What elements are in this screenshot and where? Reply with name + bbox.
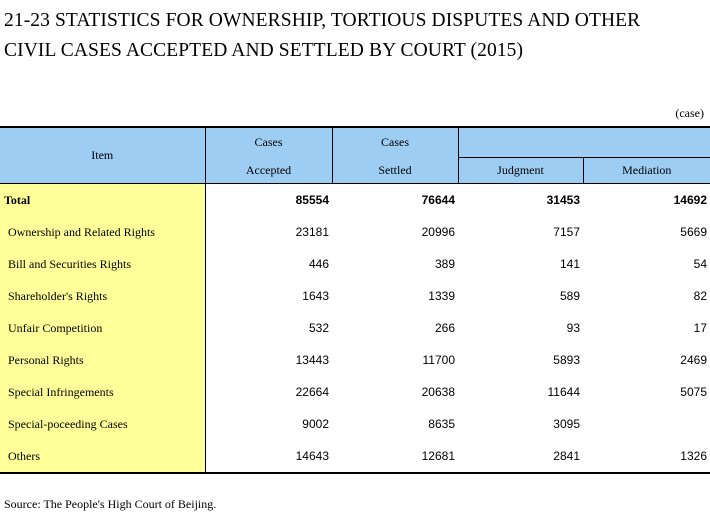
- judgment-value: 31453: [546, 193, 580, 207]
- judgment-value: 5893: [553, 353, 580, 367]
- mediation-value: 17: [693, 321, 707, 335]
- table-row: Ownership and Related Rights 23181 20996…: [0, 216, 710, 248]
- header-settled-bottom: Settled: [332, 157, 459, 184]
- settled-value: 1339: [428, 289, 455, 303]
- accepted-value: 13443: [295, 353, 329, 367]
- table-row: Others 14643 12681 2841 1326: [0, 440, 710, 474]
- table-row: Personal Rights 13443 11700 5893 2469: [0, 344, 710, 376]
- row-label: Unfair Competition: [0, 312, 206, 344]
- title-line-1: 21-23 STATISTICS FOR OWNERSHIP, TORTIOUS…: [4, 10, 641, 31]
- judgment-value: 93: [566, 321, 580, 335]
- settled-value: 20996: [421, 225, 455, 239]
- settled-value: 266: [434, 321, 455, 335]
- header-item: Item: [0, 127, 206, 184]
- accepted-value: 14643: [205, 440, 332, 474]
- accepted-value: 23181: [295, 225, 329, 239]
- mediation-value: 5075: [680, 385, 707, 399]
- header-blank: [458, 127, 710, 158]
- statistics-table: Item Cases Cases Accepted Settled Judgme…: [0, 126, 710, 474]
- row-label: Special Infringements: [0, 376, 206, 408]
- table-row: Special-poceeding Cases 9002 8635 3095: [0, 408, 710, 440]
- header-settled-top: Cases: [332, 127, 459, 158]
- mediation-value: 54: [693, 257, 707, 271]
- table-row: Shareholder's Rights 1643 1339 589 82: [0, 280, 710, 312]
- row-label: Special-poceeding Cases: [0, 408, 206, 440]
- settled-value: 20638: [421, 385, 455, 399]
- settled-value: 12681: [332, 440, 458, 474]
- header-mediation: Mediation: [583, 157, 710, 184]
- judgment-value: 589: [559, 289, 580, 303]
- accepted-value: 85554: [295, 193, 329, 207]
- settled-value: 8635: [428, 417, 455, 431]
- mediation-value: [583, 408, 710, 440]
- header-judgment: Judgment: [458, 157, 584, 184]
- judgment-value: 7157: [553, 225, 580, 239]
- settled-value: 11700: [422, 353, 455, 367]
- header-accepted-top: Cases: [205, 127, 333, 158]
- table-row: Bill and Securities Rights 446 389 141 5…: [0, 248, 710, 280]
- accepted-value: 9002: [302, 417, 329, 431]
- mediation-value: 5669: [680, 225, 707, 239]
- table-row-total: Total 85554 76644 31453 14692: [0, 183, 710, 216]
- title-line-2: CIVIL CASES ACCEPTED AND SETTLED BY COUR…: [4, 40, 524, 61]
- header-accepted-bottom: Accepted: [205, 157, 333, 184]
- row-label: Shareholder's Rights: [0, 280, 206, 312]
- table-title: 21-23 STATISTICS FOR OWNERSHIP, TORTIOUS…: [4, 6, 704, 66]
- table-row: Unfair Competition 532 266 93 17: [0, 312, 710, 344]
- mediation-value: 1326: [583, 440, 710, 474]
- table-body: Total 85554 76644 31453 14692 Ownership …: [0, 183, 710, 474]
- row-label: Ownership and Related Rights: [0, 216, 206, 248]
- judgment-value: 2841: [458, 440, 583, 474]
- source-note: Source: The People's High Court of Beiji…: [4, 497, 217, 511]
- accepted-value: 1643: [302, 289, 329, 303]
- table-row: Special Infringements 22664 20638 11644 …: [0, 376, 710, 408]
- row-label: Total: [0, 183, 206, 216]
- row-label: Bill and Securities Rights: [0, 248, 206, 280]
- judgment-value: 3095: [553, 417, 580, 431]
- row-label: Others: [0, 440, 206, 474]
- mediation-value: 14692: [673, 193, 707, 207]
- mediation-value: 2469: [680, 353, 707, 367]
- accepted-value: 446: [308, 257, 329, 271]
- settled-value: 76644: [421, 193, 455, 207]
- judgment-value: 11644: [547, 385, 580, 399]
- judgment-value: 141: [559, 257, 580, 271]
- accepted-value: 532: [308, 321, 329, 335]
- settled-value: 389: [434, 257, 455, 271]
- table-header: Item Cases Cases Accepted Settled Judgme…: [0, 127, 710, 184]
- row-label: Personal Rights: [0, 344, 206, 376]
- mediation-value: 82: [693, 289, 707, 303]
- unit-label: (case): [675, 106, 704, 120]
- accepted-value: 22664: [295, 385, 329, 399]
